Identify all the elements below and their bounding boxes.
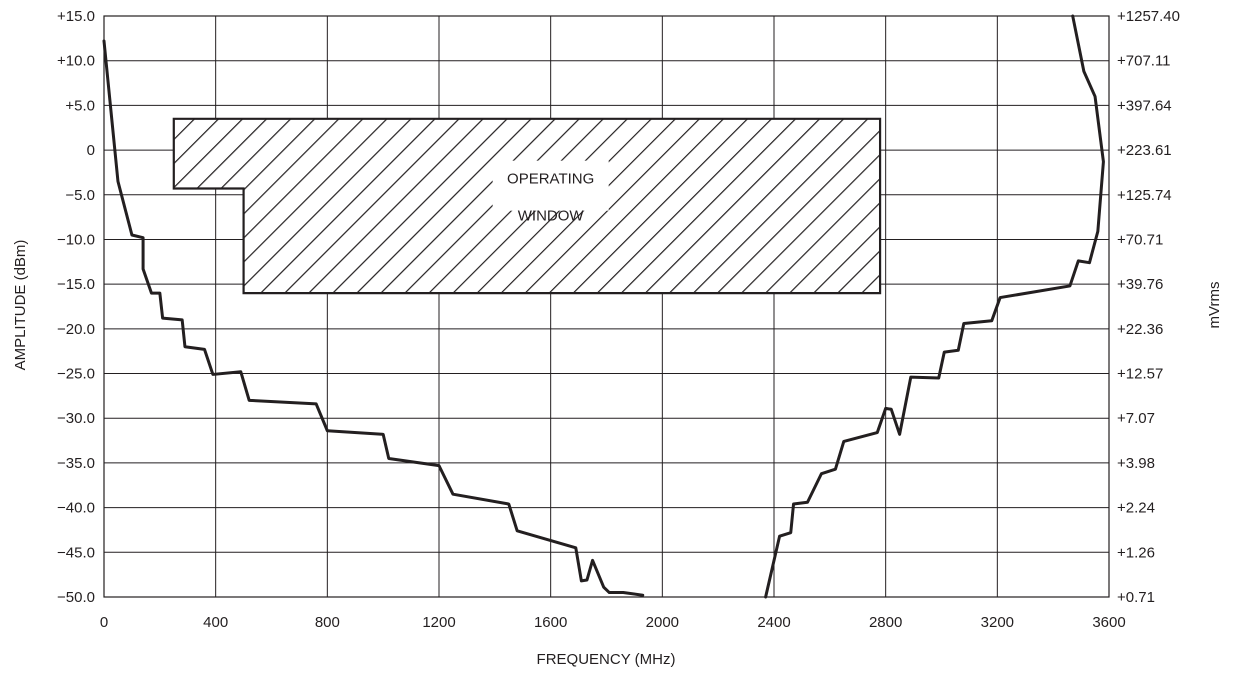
y-left-tick-label: −15.0 — [57, 276, 95, 293]
y-left-tick-label: −25.0 — [57, 366, 95, 383]
operating-window-label: OPERATING — [507, 171, 594, 188]
operating-window: OPERATING WINDOW — [172, 117, 882, 295]
y-right-tick-label: +3.98 — [1117, 455, 1155, 472]
y-left-tick-label: −50.0 — [57, 589, 95, 606]
y-left-tick-label: −5.0 — [65, 187, 95, 204]
y-left-tick-label: −35.0 — [57, 455, 95, 472]
x-tick-label: 2400 — [757, 614, 790, 631]
y-left-tick-labels: +15.0 +10.0 +5.0 0 −5.0 −10.0 −15.0 −20.0 −25.0 −… — [57, 8, 95, 606]
x-tick-label: 0 — [100, 614, 108, 631]
grid — [104, 16, 1109, 597]
y-right-tick-label: +397.64 — [1117, 97, 1172, 114]
x-tick-label: 3200 — [981, 614, 1014, 631]
series-line-1 — [102, 39, 645, 597]
y-right-tick-label: +2.24 — [1117, 500, 1155, 517]
y-left-tick-label: −45.0 — [57, 544, 95, 561]
y-right-tick-label: +70.71 — [1117, 231, 1163, 248]
y-left-tick-label: −40.0 — [57, 500, 95, 517]
operating-window-label: WINDOW — [518, 207, 585, 224]
y-left-tick-label: −30.0 — [57, 410, 95, 427]
x-tick-label: 3600 — [1092, 614, 1125, 631]
y-right-tick-label: +707.11 — [1117, 53, 1171, 70]
y-left-tick-label: 0 — [87, 142, 95, 159]
y-left-tick-label: −10.0 — [57, 231, 95, 248]
x-tick-label: 800 — [315, 614, 340, 631]
y-left-tick-label: +5.0 — [65, 97, 95, 114]
x-tick-label: 2800 — [869, 614, 902, 631]
x-tick-label: 2000 — [646, 614, 679, 631]
x-tick-label: 1600 — [534, 614, 567, 631]
y-right-tick-label: +1.26 — [1117, 544, 1155, 561]
y-right-axis-title: mVrms — [1206, 282, 1223, 329]
x-tick-label: 1200 — [422, 614, 455, 631]
y-right-tick-label: +0.71 — [1117, 589, 1155, 606]
x-axis-title: FREQUENCY (MHz) — [537, 651, 676, 668]
y-left-tick-label: +15.0 — [57, 8, 95, 25]
x-tick-labels: 0 400 800 1200 1600 2000 2400 2800 3200 3600 — [100, 614, 1126, 631]
y-left-tick-label: −20.0 — [57, 321, 95, 338]
x-tick-label: 400 — [203, 614, 228, 631]
y-left-tick-label: +10.0 — [57, 53, 95, 70]
y-right-tick-label: +22.36 — [1117, 321, 1163, 338]
y-left-axis-title: AMPLITUDE (dBm) — [12, 240, 29, 371]
series-lines — [102, 14, 1105, 599]
y-right-tick-labels: +1257.40 +707.11 +397.64 +223.61 +125.74 +70.… — [1117, 8, 1180, 606]
plot-frame — [103, 15, 1110, 598]
y-right-tick-label: +7.07 — [1117, 410, 1155, 427]
y-right-tick-label: +223.61 — [1117, 142, 1172, 159]
operating-window-label-backdrop — [492, 160, 609, 211]
y-right-tick-label: +1257.40 — [1117, 8, 1180, 25]
y-right-tick-label: +125.74 — [1117, 187, 1172, 204]
y-right-tick-label: +12.57 — [1117, 366, 1163, 383]
series-line-2 — [764, 14, 1105, 599]
y-right-tick-label: +39.76 — [1117, 276, 1163, 293]
